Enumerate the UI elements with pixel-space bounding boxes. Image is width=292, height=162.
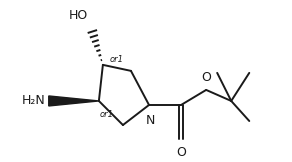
Text: H₂N: H₂N <box>22 94 46 107</box>
Text: N: N <box>145 114 155 127</box>
Text: HO: HO <box>69 9 88 22</box>
Text: O: O <box>176 146 186 159</box>
Text: O: O <box>201 71 211 84</box>
Polygon shape <box>49 96 99 106</box>
Text: or1: or1 <box>109 55 123 64</box>
Text: or1: or1 <box>100 110 114 119</box>
